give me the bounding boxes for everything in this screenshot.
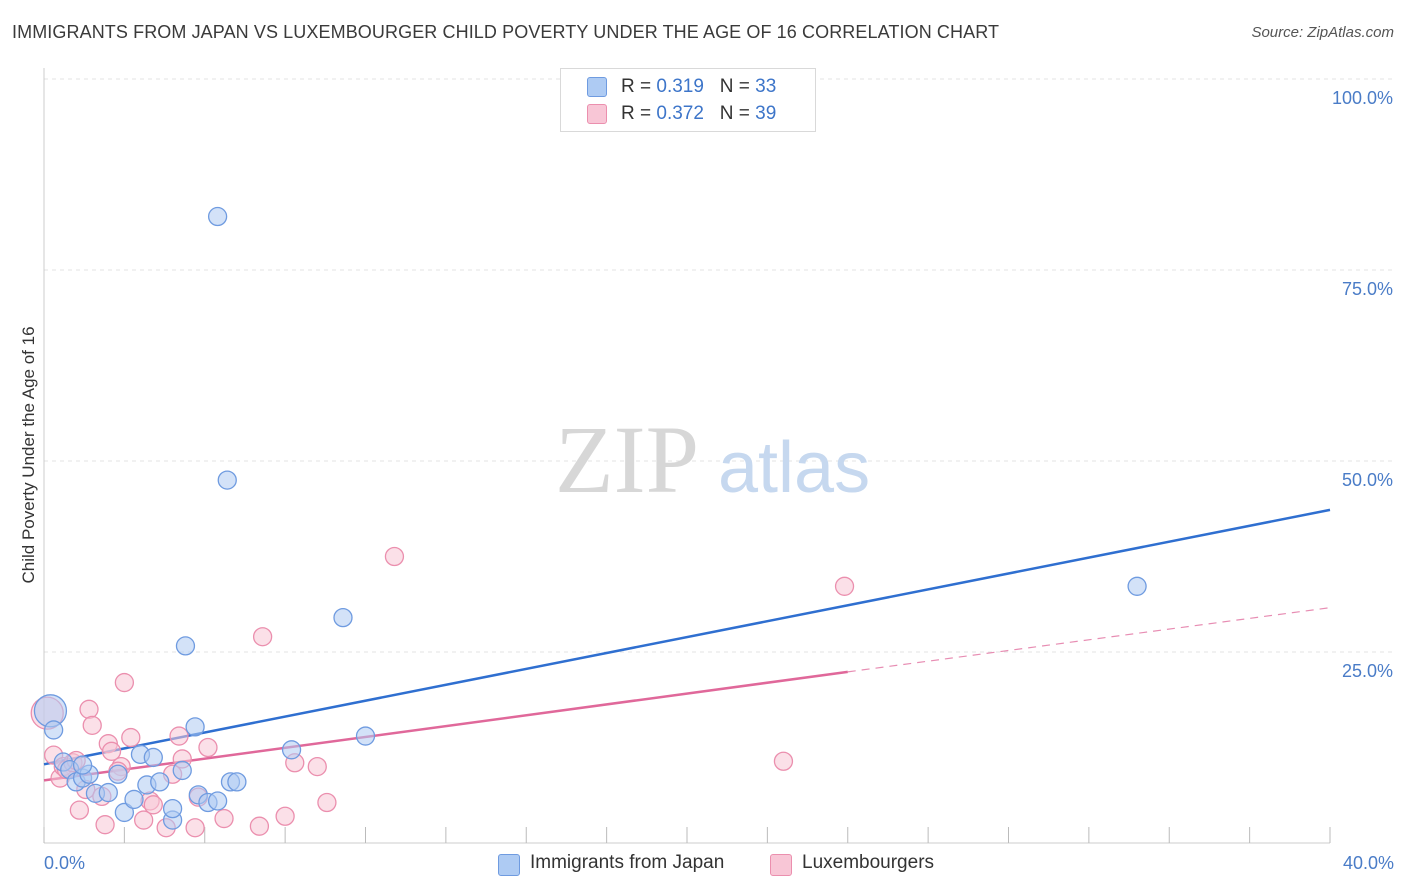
point-lux-29 [252,627,273,647]
point-japan-18 [172,760,192,781]
point-japan-29 [333,607,353,628]
point-lux-33 [317,792,337,813]
point-lux-27 [214,808,234,829]
legend-r-label: R = [621,76,652,97]
y-tick-label-100: 100.0% [1332,88,1393,108]
point-japan-19 [175,636,196,656]
point-lux-24 [185,818,205,838]
y-tick-label-25: 25.0% [1342,661,1393,681]
trend-line-lux [43,670,848,782]
y-tick-labels: 25.0% 50.0% 75.0% 100.0% [1332,88,1393,681]
source-label: Source: ZipAtlas.com [1251,24,1394,41]
legend-n-label: N = [719,76,750,97]
legend-r-value-lux: 0.372 [656,103,704,124]
point-japan-32 [72,755,93,775]
point-japan-17 [162,798,183,819]
point-lux-32 [307,756,327,777]
point-lux-8 [79,699,99,719]
bottom-legend-swatch-lux [770,854,792,876]
legend-swatch-japan [587,77,607,97]
point-japan-20 [185,717,205,737]
point-lux-13 [101,741,122,761]
point-lux-9 [82,715,102,735]
point-japan-30 [355,726,376,746]
bottom-legend-label-japan: Immigrants from Japan [530,852,725,873]
point-japan-24 [207,791,228,811]
x-tick-label-max: 40.0% [1343,853,1394,873]
legend-r-value-japan: 0.319 [656,76,704,97]
point-japan-27 [227,772,247,792]
trend-line-lux-extension [847,607,1331,673]
legend-r-label: R = [621,103,652,124]
point-lux-22 [169,726,189,746]
y-axis-label: Child Poverty Under the Age of 16 [19,326,38,583]
legend-n-value-japan: 33 [755,76,777,97]
point-japan-11 [124,789,144,810]
point-lux-6 [69,800,90,820]
point-lux-17 [134,810,154,830]
point-japan-23 [207,206,228,227]
watermark-atlas: atlas [718,428,870,508]
point-japan-9 [108,764,128,784]
point-lux-16 [121,727,141,748]
point-lux-28 [249,816,270,836]
trend-lines [43,508,1331,782]
point-japan-25 [217,470,237,490]
legend-text-lux: R = 0.372 N = 39 [621,103,776,125]
y-tick-label-50: 50.0% [1342,470,1393,490]
bottom-legend-swatch-japan [498,854,520,876]
point-japan-15 [150,772,170,792]
point-japan-14 [143,747,163,768]
legend-n-value-lux: 39 [755,103,777,124]
point-lux-36 [834,576,855,596]
trend-line-japan [43,508,1331,766]
point-lux-15 [114,672,135,693]
x-tick-label-min: 0.0% [44,853,85,873]
legend-n-label: N = [719,103,750,124]
point-japan-31 [1127,576,1147,596]
point-japan-10 [114,802,135,823]
legend-text-japan: R = 0.319 N = 33 [621,76,776,98]
point-japan-28 [281,740,302,760]
x-tick-marks [43,827,1331,843]
point-lux-19 [143,795,163,815]
data-points [30,206,1147,838]
bottom-legend-label-lux: Luxembourgers [802,852,935,873]
point-lux-26 [198,737,218,758]
point-lux-34 [384,546,405,567]
point-japan-8 [98,782,118,803]
watermark-zip: ZIP [555,406,699,513]
point-japan-1 [43,720,64,740]
legend-swatch-lux [587,104,607,124]
y-tick-label-75: 75.0% [1342,279,1393,299]
point-lux-35 [773,751,794,771]
point-lux-11 [95,815,115,835]
point-lux-30 [275,806,295,826]
chart-title: IMMIGRANTS FROM JAPAN VS LUXEMBOURGER CH… [12,22,1000,42]
legend: R = 0.319 N = 33 R = 0.372 N = 39 [560,68,816,132]
